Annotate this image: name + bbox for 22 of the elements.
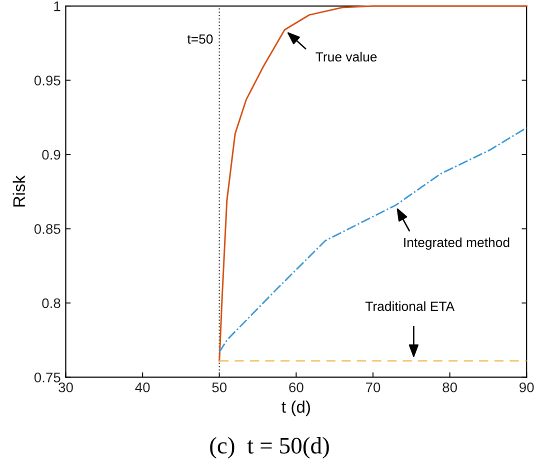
annotation: Integrated method [404, 237, 510, 250]
x-axis-title: t (d) [282, 400, 310, 416]
x-tick-label: 90 [520, 382, 534, 392]
x-tick-label: 60 [289, 382, 304, 392]
line-series [218, 127, 528, 353]
y-tick-label: 0.85 [34, 224, 60, 234]
x-tick-label: 50 [212, 382, 227, 392]
annotation: Traditional ETA [365, 301, 455, 311]
annotation: True value [316, 52, 377, 62]
line-series [218, 5, 528, 362]
text: (c) t = 50(d) [210, 437, 329, 458]
y-axis-title: Risk [12, 175, 26, 206]
y-tick-label: 0.9 [42, 150, 60, 160]
x-tick-label: 70 [366, 382, 380, 392]
x-tick-label: 80 [442, 382, 457, 392]
x-tick-label: 40 [135, 382, 150, 392]
y-tick-label: 1 [54, 2, 60, 12]
y-tick-label: 0.75 [34, 372, 60, 382]
y-tick-label: 0.95 [34, 76, 60, 86]
ref-line-label: t=50 [187, 34, 213, 44]
x-tick-label: 30 [58, 382, 73, 392]
y-tick-label: 0.8 [42, 298, 60, 308]
